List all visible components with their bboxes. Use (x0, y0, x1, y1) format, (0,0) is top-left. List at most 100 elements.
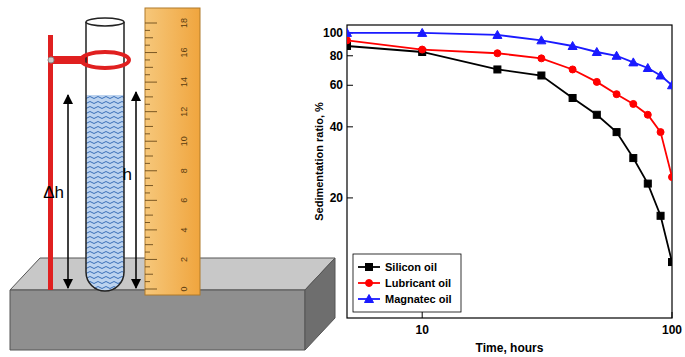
ruler-tick (145, 170, 157, 171)
data-point (347, 28, 352, 36)
legend-box (353, 254, 461, 312)
x-axis-label: Time, hours (476, 341, 544, 355)
stand-rod (48, 35, 53, 290)
ruler-tick (145, 207, 150, 208)
ruler-label: 0 (179, 286, 189, 291)
ruler-tick (145, 52, 157, 53)
data-point (657, 129, 664, 136)
ruler-tick (145, 59, 150, 60)
legend-marker (365, 295, 374, 303)
ruler-tick (145, 192, 150, 193)
h-arrow (135, 92, 137, 288)
ruler-label: 14 (179, 77, 189, 87)
data-point (643, 64, 652, 72)
chart: 1010020406080100Time, hoursSedimentation… (313, 25, 682, 355)
ruler-tick (145, 281, 150, 282)
x-tick-label: 10 (416, 323, 430, 337)
legend-label: Lubricant oil (385, 277, 451, 289)
ruler-tick (145, 119, 150, 120)
data-point (592, 47, 601, 55)
data-point (630, 155, 637, 162)
plot-data (347, 28, 672, 265)
legend-label: Silicon oil (385, 261, 437, 273)
data-point (669, 259, 673, 266)
y-tick (347, 85, 353, 86)
ruler-tick (145, 104, 150, 105)
data-point (629, 58, 638, 66)
liquid (86, 95, 124, 291)
ruler-tick (145, 133, 150, 134)
data-point (537, 36, 546, 44)
x-tick (422, 312, 423, 318)
ruler-tick (145, 23, 157, 24)
y-tick-label: 80 (330, 49, 344, 63)
data-point (593, 78, 600, 85)
clamp-screw (48, 57, 54, 63)
y-axis-label: Sedimentation ratio, % (313, 102, 325, 221)
y-tick (347, 197, 353, 198)
data-point (644, 111, 651, 118)
ruler-tick (145, 37, 153, 38)
data-point (613, 91, 620, 98)
ruler-tick (145, 259, 157, 260)
data-point (419, 46, 426, 53)
data-point (494, 50, 501, 57)
legend-marker (366, 264, 373, 271)
ruler-tick (145, 252, 150, 253)
ruler-tick (145, 67, 153, 68)
ruler-tick (145, 74, 150, 75)
data-point (569, 94, 576, 101)
series-line (347, 33, 672, 85)
ruler-label: 2 (179, 257, 189, 262)
test-tube (86, 22, 124, 291)
plot-frame (347, 25, 672, 318)
clamp-ring (81, 52, 129, 68)
data-point (630, 100, 637, 107)
data-point (347, 37, 351, 44)
data-point (418, 28, 427, 36)
data-point (612, 51, 621, 59)
ruler-tick (145, 200, 157, 201)
ruler-tick (145, 229, 157, 230)
legend-marker (366, 280, 373, 287)
ruler-tick (145, 222, 150, 223)
legend-label: Magnatec oil (385, 293, 452, 305)
data-point (538, 55, 545, 62)
ruler-tick (145, 215, 153, 216)
ruler-label: 4 (179, 227, 189, 232)
figure: Δhh0246810121416181010020406080100Time, … (0, 0, 685, 357)
legend: Silicon oil Lubricant oil Magnatec oil (353, 254, 461, 312)
h-label: h (123, 165, 132, 184)
data-point (493, 30, 502, 38)
data-point (669, 174, 673, 181)
ruler-tick (145, 126, 153, 127)
data-point (494, 66, 501, 73)
delta-h-label: Δh (43, 183, 64, 202)
ruler-tick (145, 244, 153, 245)
data-point (644, 180, 651, 187)
ruler-tick (145, 141, 157, 142)
base-front (10, 290, 305, 350)
data-point (569, 66, 576, 73)
ruler-tick (145, 45, 150, 46)
ruler-tick (145, 289, 157, 290)
ruler-label: 16 (179, 48, 189, 58)
series-line (347, 40, 672, 177)
ruler-label: 18 (179, 18, 189, 28)
ruler-tick (145, 82, 157, 83)
ruler-tick (145, 274, 153, 275)
data-point (656, 71, 665, 79)
ruler-tick (145, 163, 150, 164)
ruler-tick (145, 89, 150, 90)
ruler-tick (145, 237, 150, 238)
tube-mouth (86, 18, 124, 26)
ruler-label: 6 (179, 198, 189, 203)
y-tick-label: 60 (330, 78, 344, 92)
data-point (593, 111, 600, 118)
y-tick (347, 126, 353, 127)
ruler-label: 12 (179, 107, 189, 117)
data-point (613, 129, 620, 136)
ruler-tick (145, 96, 153, 97)
ruler (145, 8, 200, 295)
ruler-label: 10 (179, 136, 189, 146)
